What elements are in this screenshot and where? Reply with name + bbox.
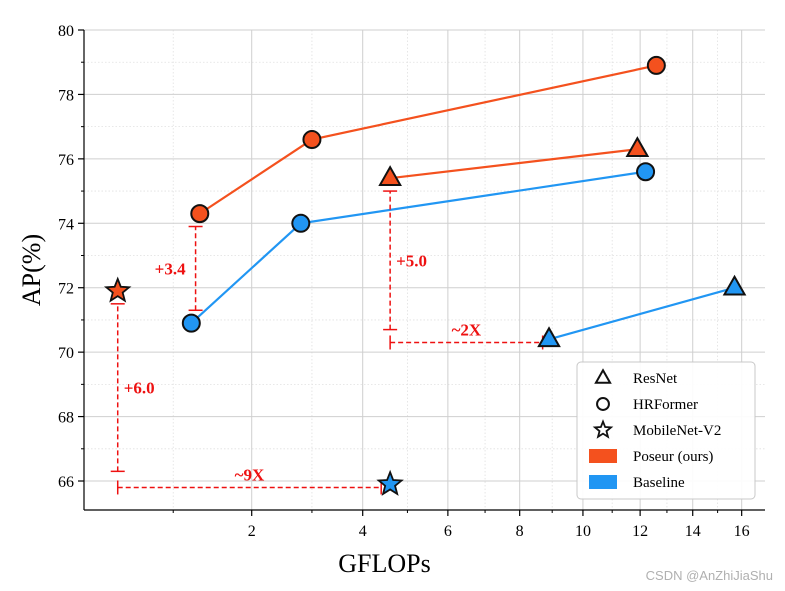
y-axis-title: AP(%) bbox=[17, 234, 46, 306]
legend-marker-triangle bbox=[594, 368, 612, 384]
annotation-label: +5.0 bbox=[396, 251, 427, 270]
legend-swatch bbox=[589, 449, 617, 463]
legend-marker-circle bbox=[596, 397, 610, 411]
y-tick-label: 68 bbox=[58, 410, 74, 427]
annotations: +3.4 +5.0 +6.0 ~2X ~9X bbox=[110, 190, 544, 495]
data-point-circle bbox=[190, 204, 210, 224]
data-point-circle bbox=[646, 55, 666, 75]
annotation-label: +6.0 bbox=[124, 379, 155, 398]
data-point-triangle bbox=[378, 165, 402, 187]
data-point-star bbox=[103, 276, 132, 303]
data-point-triangle bbox=[537, 326, 561, 348]
data-point-star bbox=[376, 469, 404, 496]
x-tick-label: 12 bbox=[632, 523, 648, 540]
annotation-label: +3.4 bbox=[155, 259, 186, 278]
watermark: CSDN @AnZhiJiaShu bbox=[645, 568, 773, 583]
legend-label: HRFormer bbox=[633, 397, 698, 413]
markers bbox=[103, 55, 747, 496]
y-tick-label: 76 bbox=[58, 152, 74, 169]
series-line bbox=[548, 286, 735, 341]
y-tick-label: 66 bbox=[58, 474, 74, 491]
x-tick-label: 14 bbox=[685, 523, 701, 540]
x-tick-label: 8 bbox=[516, 523, 524, 540]
data-point-triangle bbox=[722, 274, 747, 296]
x-tick-label: 4 bbox=[359, 523, 367, 540]
series-lines bbox=[190, 64, 735, 341]
data-point-circle bbox=[302, 130, 322, 150]
data-point-circle bbox=[636, 162, 656, 182]
x-tick-label: 6 bbox=[444, 523, 452, 540]
annotation-label: ~9X bbox=[235, 465, 265, 484]
y-tick-label: 74 bbox=[58, 216, 74, 233]
y-tick-label: 80 bbox=[58, 23, 74, 40]
y-tick-label: 78 bbox=[58, 87, 74, 104]
y-tick-label: 72 bbox=[58, 281, 74, 298]
data-point-circle bbox=[181, 313, 201, 333]
legend-box bbox=[576, 361, 756, 500]
legend-marker-star bbox=[592, 419, 614, 439]
series-line bbox=[190, 170, 646, 324]
series-line bbox=[390, 148, 638, 180]
data-point-triangle bbox=[625, 136, 650, 158]
legend-label: ResNet bbox=[633, 371, 678, 387]
legend-label: Baseline bbox=[633, 475, 685, 491]
legend-label: MobileNet-V2 bbox=[633, 423, 721, 439]
annotation-label: ~2X bbox=[452, 320, 482, 339]
x-tick-label: 10 bbox=[575, 523, 591, 540]
data-point-circle bbox=[291, 213, 311, 233]
y-tick-label: 70 bbox=[58, 345, 74, 362]
legend-swatch bbox=[589, 475, 617, 489]
legend: ResNet HRFormer MobileNet-V2 Poseur (ours) B… bbox=[576, 361, 756, 500]
x-axis-title: GFLOPs bbox=[338, 549, 430, 578]
x-tick-label: 16 bbox=[734, 523, 750, 540]
legend-label: Poseur (ours) bbox=[633, 449, 713, 465]
x-tick-label: 2 bbox=[248, 523, 256, 540]
